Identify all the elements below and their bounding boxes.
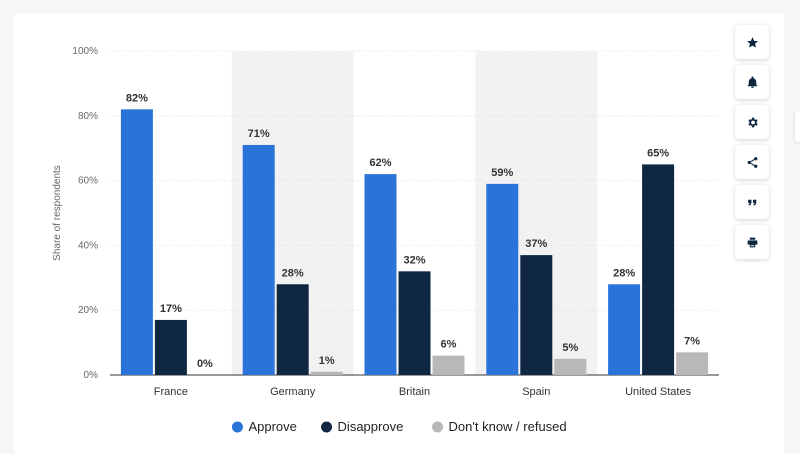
star-icon xyxy=(746,36,758,48)
data-label: 28% xyxy=(282,267,304,279)
bar xyxy=(608,284,641,375)
legend-swatch xyxy=(432,421,444,433)
data-label: 17% xyxy=(160,303,182,315)
data-label: 0% xyxy=(197,358,213,370)
y-axis-label: Share of respondents xyxy=(52,165,63,261)
data-label: 59% xyxy=(491,167,513,179)
gear-icon xyxy=(747,117,758,127)
y-tick-label: 20% xyxy=(78,305,98,316)
data-label: 37% xyxy=(525,238,547,250)
y-tick-label: 0% xyxy=(84,370,99,381)
data-label: 65% xyxy=(647,147,669,159)
data-label: 82% xyxy=(126,92,148,104)
data-label: 32% xyxy=(403,254,425,266)
notification-button[interactable] xyxy=(735,65,769,99)
x-tick-label: United States xyxy=(625,386,692,398)
bar xyxy=(676,352,709,375)
cite-button[interactable] xyxy=(735,185,769,219)
y-tick-label: 40% xyxy=(78,240,98,251)
bar xyxy=(276,284,309,375)
data-label: 62% xyxy=(369,157,391,169)
legend-label: Don't know / refused xyxy=(449,419,567,434)
bar xyxy=(154,319,187,375)
legend-label: Approve xyxy=(248,419,296,434)
data-label: 71% xyxy=(248,128,270,140)
bar xyxy=(554,358,587,375)
bar xyxy=(120,109,153,375)
bar xyxy=(642,164,675,375)
bar xyxy=(242,144,275,375)
x-tick-label: Spain xyxy=(522,386,550,398)
share-icon xyxy=(747,156,757,168)
data-label: 5% xyxy=(562,342,578,354)
y-tick-label: 80% xyxy=(78,111,98,122)
data-label: 1% xyxy=(319,355,335,367)
bar xyxy=(364,174,397,375)
panel-edge-tab[interactable] xyxy=(795,112,800,142)
bell-icon xyxy=(747,76,757,88)
data-label: 28% xyxy=(613,267,635,279)
share-button[interactable] xyxy=(735,145,769,179)
x-tick-label: France xyxy=(154,386,188,398)
bar xyxy=(432,355,465,375)
bar xyxy=(310,371,343,375)
quote-icon xyxy=(747,199,756,205)
bar xyxy=(486,183,519,375)
legend-swatch xyxy=(231,421,243,433)
favorite-button[interactable] xyxy=(735,25,769,59)
y-tick-label: 100% xyxy=(72,46,98,57)
settings-button[interactable] xyxy=(735,105,769,139)
print-icon xyxy=(747,237,757,247)
x-tick-label: Germany xyxy=(270,386,316,398)
print-button[interactable] xyxy=(735,225,769,259)
legend-label: Disapprove xyxy=(338,419,404,434)
bar xyxy=(520,255,553,375)
legend-swatch xyxy=(321,421,333,433)
bar xyxy=(398,271,431,375)
x-tick-label: Britain xyxy=(399,386,430,398)
y-tick-label: 60% xyxy=(78,176,98,187)
bar-chart: 0% 20% 40% 60% 80% 100% Share of respondents 82… xyxy=(52,46,719,434)
data-label: 6% xyxy=(441,339,457,351)
chart-card: 0% 20% 40% 60% 80% 100% Share of respondents 82… xyxy=(14,14,784,454)
chart-toolbar xyxy=(735,25,771,259)
data-label: 7% xyxy=(684,335,700,347)
